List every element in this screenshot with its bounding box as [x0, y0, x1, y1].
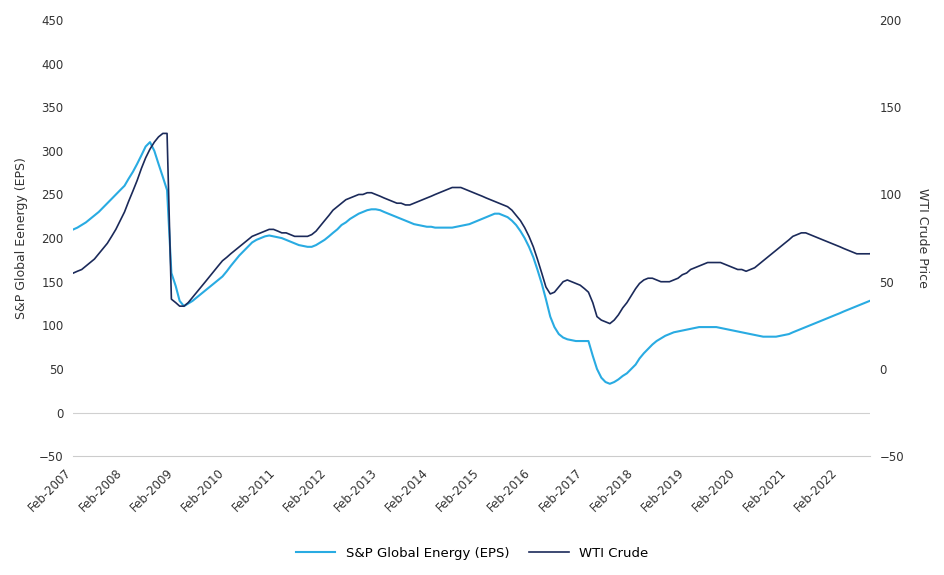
Line: S&P Global Energy (EPS): S&P Global Energy (EPS) — [74, 51, 944, 421]
Y-axis label: WTI Crude Price: WTI Crude Price — [916, 188, 929, 288]
Y-axis label: S&P Global Eenergy (EPS): S&P Global Eenergy (EPS) — [15, 157, 28, 319]
Line: WTI Crude: WTI Crude — [74, 133, 944, 434]
Legend: S&P Global Energy (EPS), WTI Crude: S&P Global Energy (EPS), WTI Crude — [291, 542, 653, 566]
